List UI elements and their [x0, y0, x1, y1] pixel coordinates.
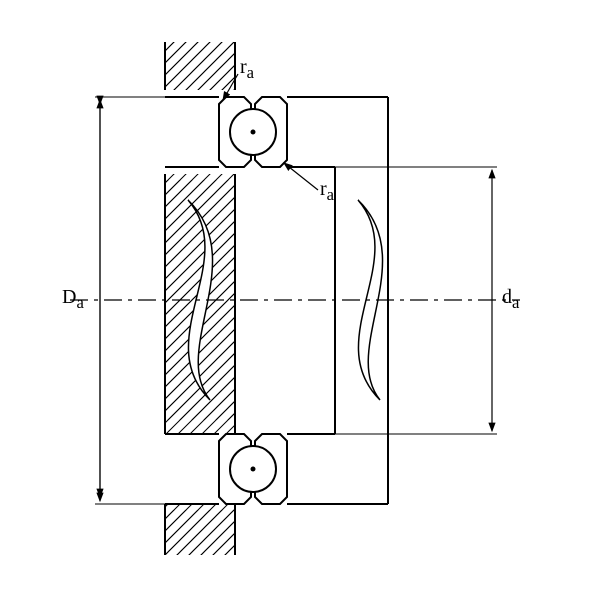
diagram-container: Da da ra ra [0, 0, 600, 600]
label-ra-bottom: ra [320, 178, 334, 205]
label-da: da [502, 286, 519, 313]
label-ra-top: ra [240, 56, 254, 83]
label-Da: Da [62, 286, 84, 313]
